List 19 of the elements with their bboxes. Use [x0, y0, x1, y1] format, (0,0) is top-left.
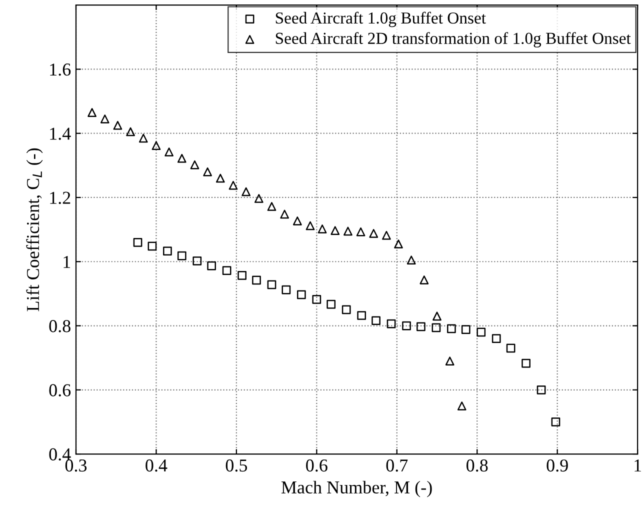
x-axis-title: Mach Number, M (-) — [281, 480, 432, 498]
y-axis-title: Lift Coefficient, C$_{L}$ (-) — [26, 148, 43, 312]
y-tick-label: 1.2 — [50, 192, 70, 204]
y-tick-label: 1.6 — [50, 64, 71, 76]
y-tick-label: 1.4 — [50, 128, 71, 140]
x-tick-label: 0.7 — [386, 459, 408, 472]
x-tick-label: 0.8 — [466, 459, 488, 472]
legend-label: Seed Aircraft 2D transformation of 1.0g Buffet Onset — [276, 32, 631, 48]
y-tick-label: 0.6 — [49, 384, 71, 396]
x-tick-label: 0.6 — [306, 459, 328, 472]
x-tick-label: 0.5 — [226, 459, 248, 472]
x-tick-label: 0.4 — [146, 459, 168, 472]
legend-label: Seed Aircraft 1.0g Buffet Onset — [276, 12, 486, 28]
y-tick-label: 0.4 — [49, 448, 71, 461]
y-tick-label: 1 — [64, 256, 70, 268]
x-tick-label: 1 — [634, 460, 641, 472]
y-tick-label: 0.8 — [49, 320, 70, 332]
x-tick-label: 0.3 — [65, 459, 87, 472]
x-tick-label: 0.9 — [546, 459, 568, 472]
